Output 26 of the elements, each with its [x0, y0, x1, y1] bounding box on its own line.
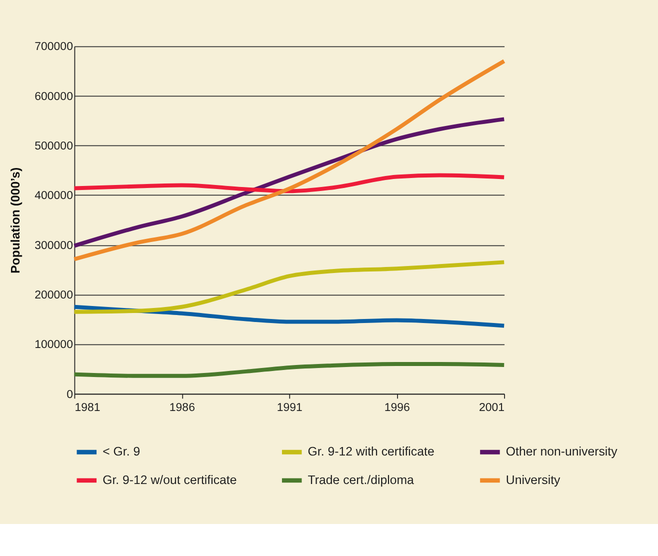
y-tick-label: 300000 [34, 240, 73, 252]
y-tick-label: 500000 [34, 140, 73, 152]
x-tick-label: 1981 [74, 402, 100, 414]
line-series [72, 173, 506, 194]
y-tick-label: 400000 [34, 190, 73, 202]
legend-label: Gr. 9-12 w/out certificate [102, 472, 237, 487]
legend-label: Gr. 9-12 with certificate [308, 444, 434, 459]
x-tick-label: 1996 [384, 402, 410, 414]
line-series [72, 117, 506, 248]
legend-label: < Gr. 9 [102, 444, 140, 459]
y-tick-label: 200000 [34, 289, 73, 302]
x-tick-label: 1991 [276, 402, 302, 414]
x-tick-label: 1986 [169, 402, 195, 414]
legend-label: Trade cert./diploma [308, 472, 414, 487]
line-series [72, 59, 506, 262]
legend-label: Other non-university [506, 444, 618, 459]
legend-label: University [506, 472, 562, 487]
x-tick-label: 2001 [478, 402, 505, 414]
line-series [72, 304, 506, 328]
y-tick-label: 700000 [34, 41, 73, 54]
line-series [72, 260, 506, 314]
y-tick-label: 600000 [34, 90, 73, 103]
line-series [72, 362, 506, 378]
y-axis-title: Population (000’s) [8, 167, 23, 274]
y-tick-label: 0 [66, 388, 73, 401]
y-tick-label: 100000 [34, 339, 73, 352]
